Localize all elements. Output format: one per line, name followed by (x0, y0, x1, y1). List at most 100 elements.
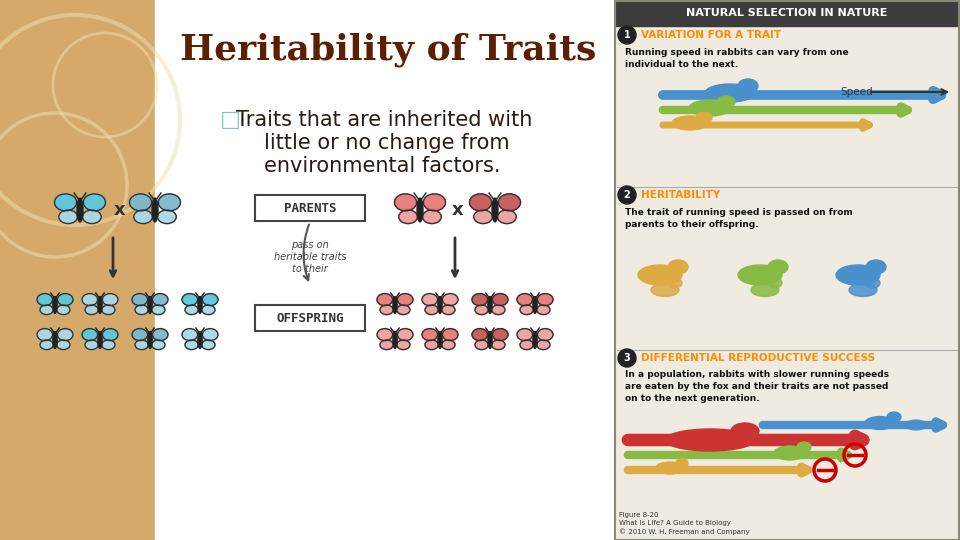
Ellipse shape (40, 305, 53, 315)
Ellipse shape (203, 329, 218, 341)
Ellipse shape (797, 442, 811, 452)
Ellipse shape (656, 462, 684, 474)
Ellipse shape (152, 340, 165, 349)
Ellipse shape (185, 340, 198, 349)
Ellipse shape (158, 194, 180, 211)
Ellipse shape (85, 340, 98, 349)
Ellipse shape (738, 265, 782, 285)
Ellipse shape (443, 294, 458, 306)
Text: pass on
heritable traits
to their: pass on heritable traits to their (274, 240, 347, 274)
Ellipse shape (133, 210, 153, 224)
Ellipse shape (492, 305, 505, 315)
Bar (0, 0, 155, 540)
Ellipse shape (85, 305, 98, 315)
Ellipse shape (438, 332, 443, 348)
Ellipse shape (396, 340, 410, 349)
Ellipse shape (422, 210, 442, 224)
Ellipse shape (651, 284, 679, 296)
Ellipse shape (689, 100, 731, 116)
Ellipse shape (393, 296, 397, 313)
Ellipse shape (768, 260, 788, 274)
Text: In a population, rabbits with slower running speeds
are eaten by the fox and the: In a population, rabbits with slower run… (625, 370, 889, 403)
Ellipse shape (442, 340, 455, 349)
Text: 3: 3 (624, 353, 631, 363)
Ellipse shape (438, 296, 443, 313)
Ellipse shape (472, 329, 488, 341)
FancyBboxPatch shape (255, 195, 365, 221)
Ellipse shape (422, 329, 438, 341)
Text: Figure 8-20
What Is Life? A Guide to Biology
© 2010 W. H. Freeman and Company: Figure 8-20 What Is Life? A Guide to Bio… (619, 512, 750, 535)
Ellipse shape (417, 198, 423, 222)
Ellipse shape (202, 305, 215, 315)
Ellipse shape (475, 340, 489, 349)
Text: HERITABILITY: HERITABILITY (641, 190, 720, 200)
Text: PARENTS: PARENTS (284, 201, 336, 214)
Circle shape (618, 186, 636, 204)
Ellipse shape (84, 194, 106, 211)
Ellipse shape (198, 296, 203, 313)
Text: 2: 2 (624, 190, 631, 200)
Ellipse shape (152, 305, 165, 315)
Ellipse shape (102, 305, 115, 315)
Text: environmental factors.: environmental factors. (264, 156, 500, 176)
Ellipse shape (135, 340, 148, 349)
Ellipse shape (152, 198, 158, 222)
Ellipse shape (37, 294, 53, 306)
Ellipse shape (425, 340, 438, 349)
Ellipse shape (672, 116, 708, 130)
Text: 1: 1 (624, 30, 631, 40)
Bar (615, 0, 960, 26)
Ellipse shape (57, 305, 70, 315)
Bar (155, 0, 615, 540)
Ellipse shape (425, 305, 438, 315)
Ellipse shape (203, 294, 218, 306)
Ellipse shape (58, 294, 73, 306)
Ellipse shape (55, 194, 77, 211)
Ellipse shape (148, 332, 152, 348)
Text: x: x (452, 201, 464, 219)
Ellipse shape (182, 294, 198, 306)
Text: Running speed in rabbits can vary from one
individual to the next.: Running speed in rabbits can vary from o… (625, 48, 849, 69)
FancyBboxPatch shape (255, 305, 365, 331)
Ellipse shape (397, 329, 413, 341)
Ellipse shape (849, 284, 877, 296)
Text: little or no change from: little or no change from (264, 133, 510, 153)
Text: The trait of running speed is passed on from
parents to their offspring.: The trait of running speed is passed on … (625, 208, 852, 229)
Ellipse shape (517, 294, 533, 306)
Ellipse shape (533, 332, 537, 348)
Ellipse shape (865, 416, 895, 429)
Ellipse shape (498, 194, 520, 211)
Ellipse shape (185, 305, 198, 315)
Ellipse shape (905, 420, 927, 430)
Ellipse shape (153, 294, 168, 306)
Ellipse shape (696, 112, 712, 124)
Ellipse shape (774, 446, 806, 460)
Ellipse shape (422, 294, 438, 306)
Ellipse shape (537, 305, 550, 315)
Ellipse shape (492, 340, 505, 349)
Ellipse shape (751, 284, 779, 296)
Ellipse shape (157, 210, 177, 224)
Ellipse shape (40, 340, 53, 349)
Ellipse shape (443, 329, 458, 341)
Ellipse shape (492, 294, 508, 306)
Ellipse shape (102, 340, 115, 349)
Ellipse shape (98, 332, 102, 348)
Ellipse shape (377, 329, 393, 341)
Ellipse shape (53, 332, 57, 348)
Ellipse shape (866, 278, 880, 288)
Ellipse shape (469, 194, 492, 211)
Bar (615, 0, 960, 540)
Text: OFFSPRING: OFFSPRING (276, 312, 344, 325)
Ellipse shape (393, 332, 397, 348)
Ellipse shape (738, 79, 758, 93)
Ellipse shape (395, 194, 417, 211)
Ellipse shape (103, 329, 118, 341)
Text: DIFFERENTIAL REPRODUCTIVE SUCCESS: DIFFERENTIAL REPRODUCTIVE SUCCESS (641, 353, 876, 363)
Text: □: □ (220, 110, 241, 130)
Ellipse shape (768, 278, 782, 288)
Ellipse shape (77, 198, 83, 222)
Ellipse shape (866, 260, 886, 274)
Ellipse shape (132, 294, 148, 306)
Ellipse shape (537, 340, 550, 349)
